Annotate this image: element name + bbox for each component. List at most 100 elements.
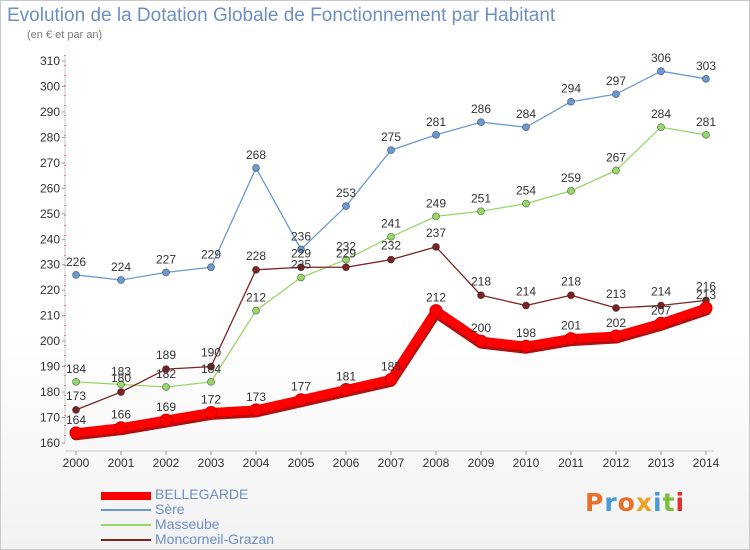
- data-label: 180: [111, 371, 131, 385]
- data-point: [204, 405, 218, 419]
- x-tick-label: 2008: [423, 456, 450, 470]
- data-point: [117, 380, 125, 389]
- data-point: [657, 67, 665, 76]
- data-point: [702, 74, 710, 83]
- data-label: 229: [336, 246, 356, 260]
- logo-letter: r: [604, 488, 618, 517]
- data-label: 183: [111, 364, 131, 378]
- logo-letter: o: [617, 488, 636, 517]
- data-point: [297, 273, 305, 282]
- y-tick-label: 310: [40, 54, 60, 68]
- data-label: 303: [696, 59, 716, 73]
- data-point: [387, 146, 395, 155]
- x-tick-label: 2012: [603, 456, 630, 470]
- data-label: 198: [516, 326, 536, 340]
- data-point: [342, 202, 350, 211]
- data-point: [342, 263, 350, 272]
- data-label: 201: [561, 319, 581, 333]
- data-label: 166: [111, 408, 131, 422]
- data-label: 236: [291, 229, 311, 243]
- data-label: 228: [246, 249, 266, 263]
- data-point: [522, 123, 530, 132]
- data-point: [612, 166, 620, 175]
- data-point: [702, 130, 710, 139]
- x-tick-label: 2006: [333, 456, 360, 470]
- data-point: [207, 362, 215, 371]
- x-tick-label: 2003: [198, 456, 225, 470]
- data-point: [519, 339, 533, 353]
- y-tick-label: 160: [40, 436, 60, 450]
- data-label: 284: [651, 107, 671, 121]
- data-label: 225: [291, 257, 311, 271]
- data-label: 173: [246, 390, 266, 404]
- data-point: [72, 271, 80, 279]
- data-point: [432, 212, 440, 221]
- data-label: 173: [66, 389, 86, 403]
- legend-swatch: [101, 509, 151, 511]
- data-label: 190: [201, 346, 221, 360]
- data-label: 218: [471, 274, 491, 288]
- data-point: [162, 268, 170, 277]
- data-point: [384, 372, 398, 386]
- data-label: 182: [156, 367, 176, 381]
- series-bellegarde: [69, 301, 713, 441]
- data-label: 213: [696, 288, 716, 302]
- data-label: 224: [111, 260, 131, 274]
- data-point: [162, 383, 170, 391]
- data-label: 169: [156, 400, 176, 414]
- data-point: [294, 393, 308, 407]
- chart-title: Evolution de la Dotation Globale de Fonc…: [7, 5, 556, 26]
- legend-swatch: [101, 492, 151, 500]
- data-point: [117, 276, 125, 284]
- data-label: 297: [606, 74, 626, 88]
- y-tick-label: 210: [40, 309, 60, 323]
- data-label: 229: [291, 246, 311, 260]
- logo-letter: t: [662, 488, 676, 517]
- data-labels: 226 224 227 229 268 236 253 275 281 286 284 294 297 3…: [66, 51, 716, 427]
- data-point: [252, 164, 260, 172]
- data-point: [522, 199, 530, 208]
- data-label: 267: [606, 151, 626, 165]
- data-label: 214: [651, 284, 671, 298]
- data-point: [612, 304, 620, 312]
- x-tick-label: 2007: [378, 456, 405, 470]
- data-label: 251: [471, 191, 491, 205]
- data-label: 212: [246, 291, 266, 305]
- proxiti-logo: Proxiti: [585, 488, 685, 517]
- data-label: 226: [66, 255, 86, 269]
- data-point: [699, 301, 713, 315]
- data-point: [609, 329, 623, 343]
- data-point: [564, 332, 578, 346]
- data-label: 254: [516, 184, 536, 198]
- series-moncorneil-grazan: [72, 243, 710, 414]
- data-point: [72, 377, 80, 386]
- data-label: 249: [426, 196, 446, 210]
- data-label: 184: [201, 362, 221, 376]
- legend-label: BELLEGARDE: [155, 486, 249, 502]
- y-tick-label: 270: [40, 156, 60, 170]
- series-masseube: [72, 123, 710, 391]
- legend-label: Masseube: [155, 516, 220, 532]
- data-point: [339, 383, 353, 397]
- data-label: 259: [561, 171, 581, 185]
- data-point: [477, 118, 485, 127]
- y-tick-label: 190: [40, 360, 60, 374]
- data-label: 212: [426, 291, 446, 305]
- data-label: 281: [696, 115, 716, 129]
- data-point: [522, 301, 530, 310]
- x-tick-label: 2001: [108, 456, 135, 470]
- data-point: [72, 405, 80, 414]
- y-tick-label: 220: [40, 283, 60, 297]
- data-point: [567, 97, 575, 106]
- logo-letter: x: [635, 488, 653, 517]
- y-tick-label: 240: [40, 232, 60, 246]
- data-point: [654, 316, 668, 330]
- data-label: 164: [66, 413, 86, 427]
- data-point: [567, 291, 575, 300]
- data-point: [249, 403, 263, 417]
- legend-label: Sère: [155, 501, 185, 517]
- x-axis: 2000 2001 2002 2003 2004 2005 2006 2007 2008 2009…: [63, 450, 720, 470]
- data-label: 185: [381, 359, 401, 373]
- data-point: [162, 365, 170, 374]
- logo-letter: P: [585, 488, 605, 517]
